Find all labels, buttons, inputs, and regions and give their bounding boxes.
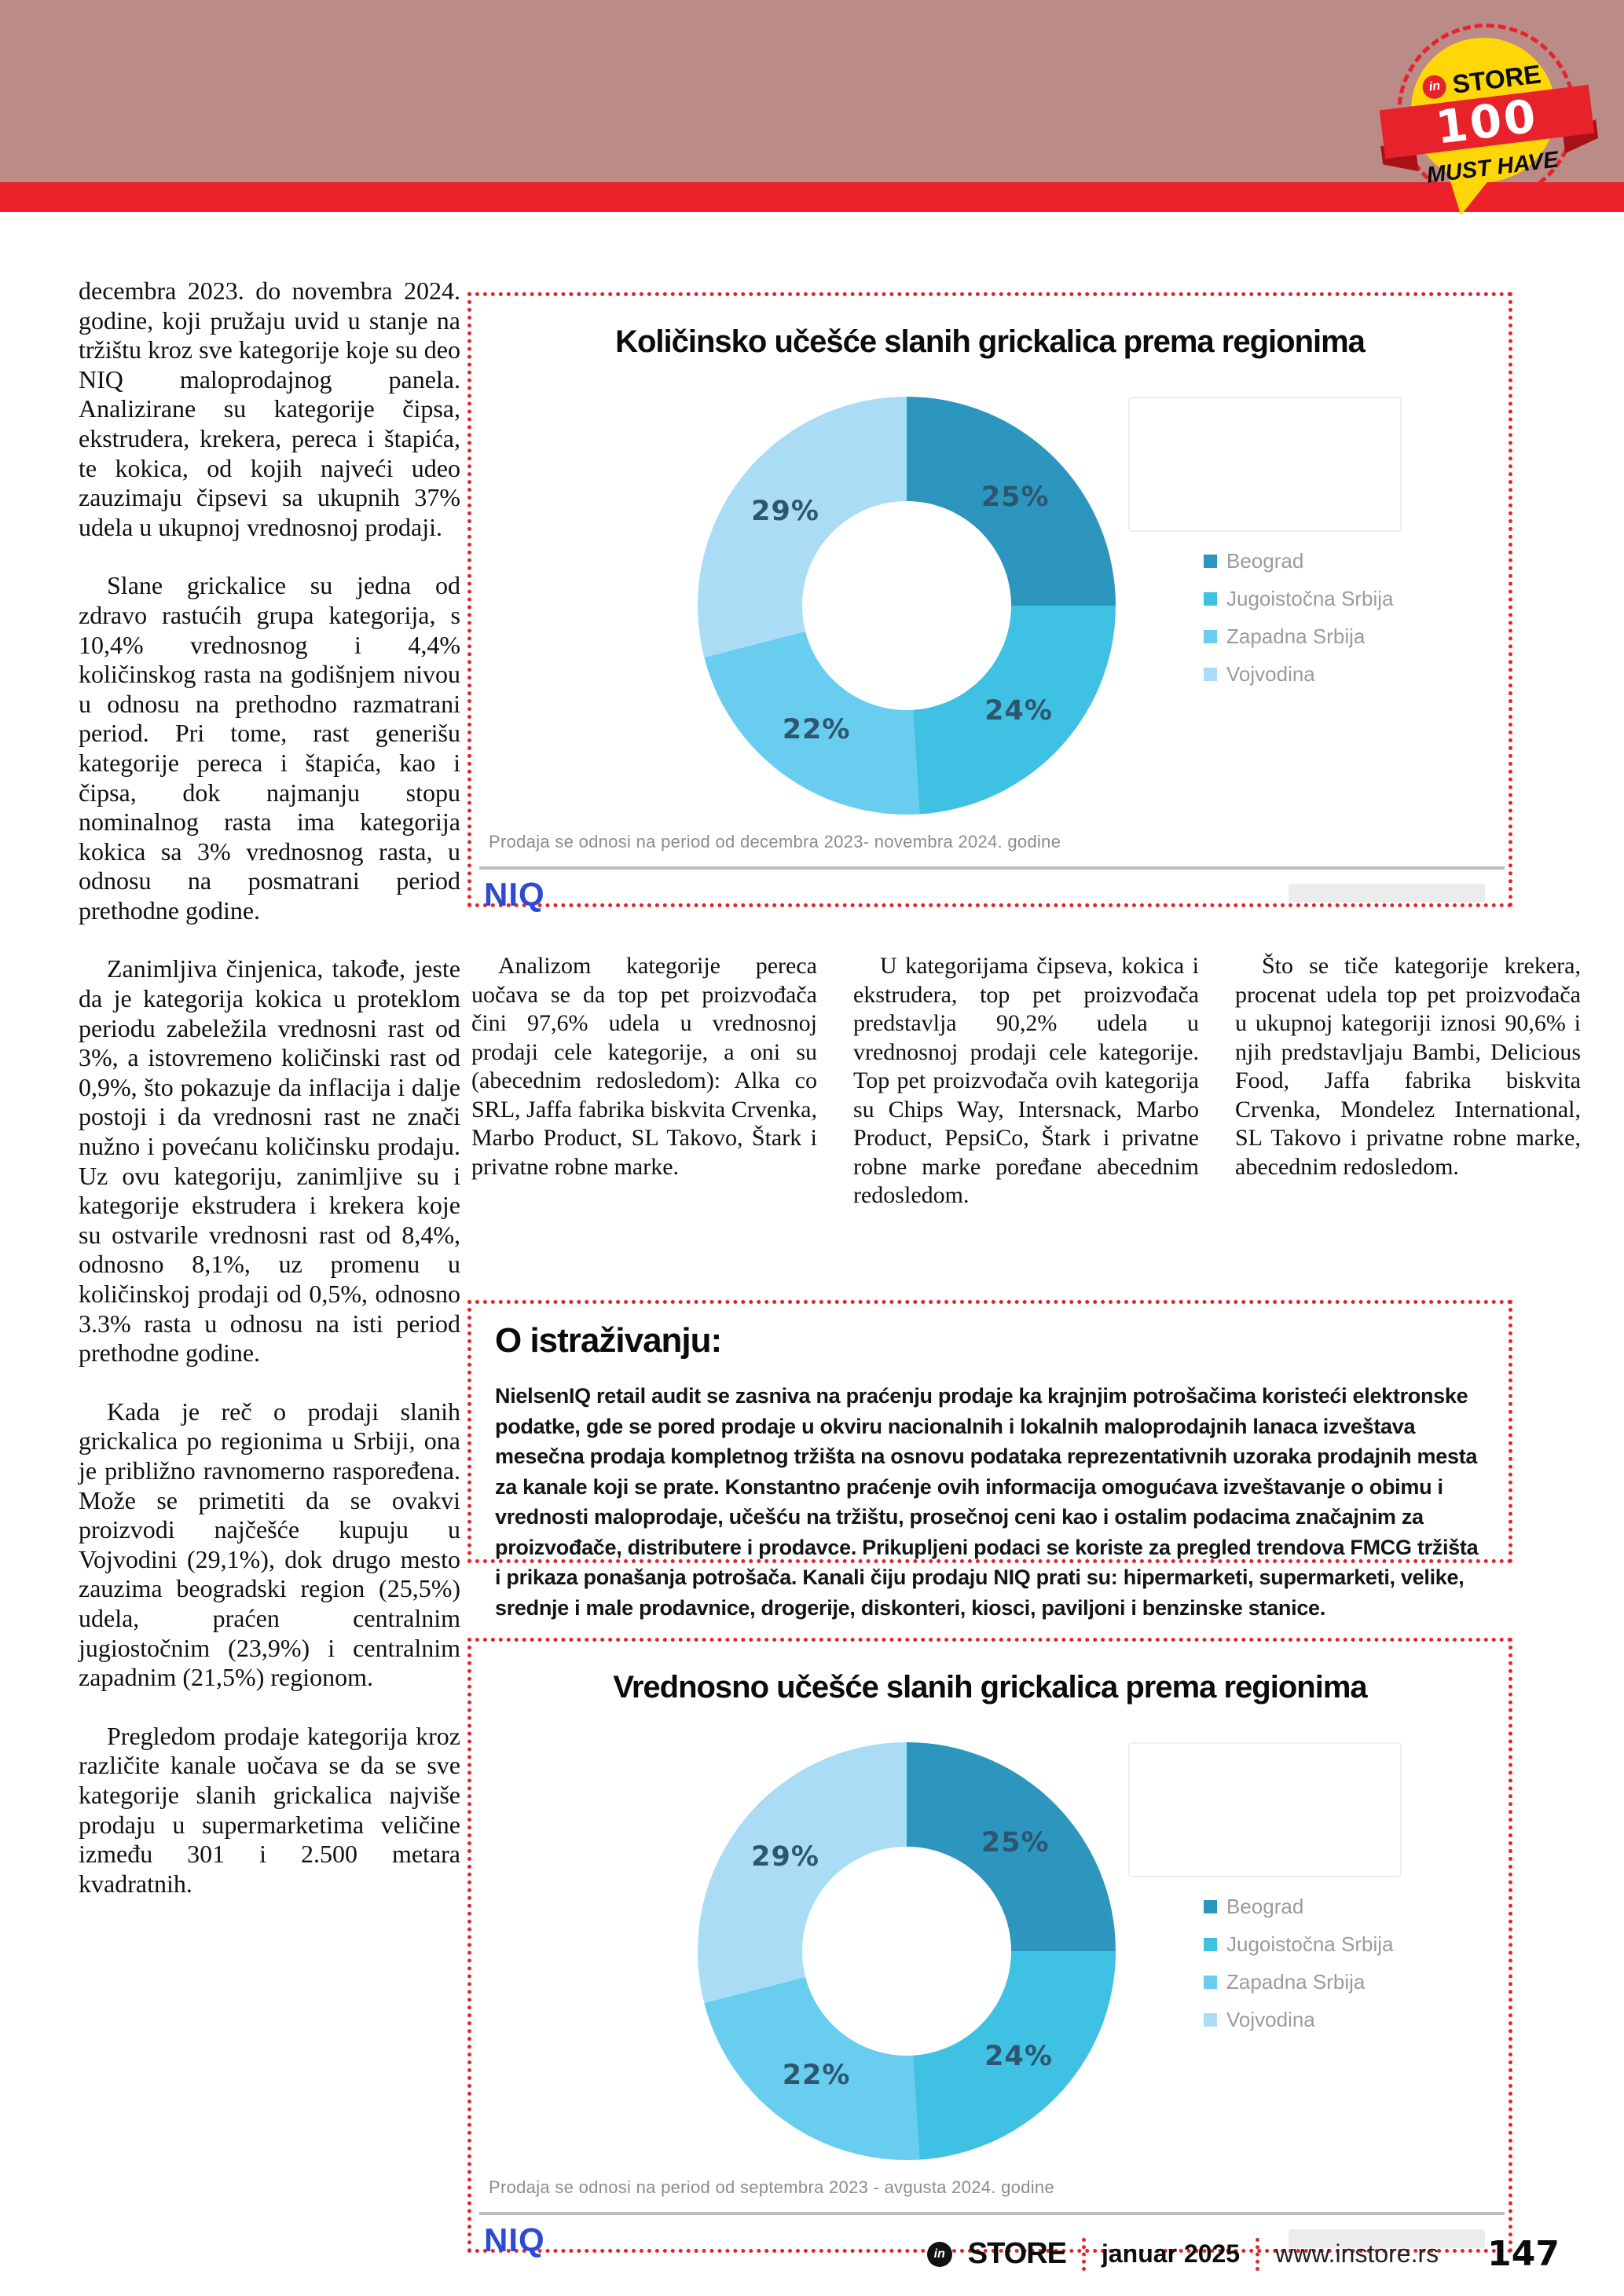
paragraph: Zanimljiva činjenica, takođe, jeste da j…: [79, 954, 460, 1368]
page-footer: in STORE januar 2025 www.instore.rs 147: [926, 2234, 1560, 2274]
page-number: 147: [1487, 2234, 1560, 2274]
slice-label: 25%: [981, 481, 1050, 513]
chart-box-value-share: Vrednosno učešće slanih grickalica prema…: [467, 1638, 1512, 2258]
paragraph: Kada je reč o prodaji slanih grickalica …: [79, 1397, 460, 1692]
donut-chart-quantity: 25% 24% 22% 29%: [698, 397, 1116, 815]
legend-swatch-beograd: [1204, 555, 1217, 568]
donut-chart-value: 25% 24% 22% 29%: [698, 1742, 1116, 2160]
legend-item: Zapadna Srbija: [1204, 624, 1393, 649]
faded-tooltip-box: [1128, 1742, 1402, 1877]
legend-swatch-zapadna-srbija: [1204, 1976, 1217, 1989]
chart-box-quantity-share: Količinsko učešće slanih grickalica prem…: [467, 292, 1512, 913]
instore-100-must-have-badge: in STORE 100 MUST HAVE: [1379, 17, 1599, 220]
top-mauve-band: [0, 0, 1624, 182]
legend-label: Vojvodina: [1226, 662, 1315, 686]
legend-item: Vojvodina: [1204, 662, 1393, 687]
footer-store-wordmark: STORE: [967, 2237, 1067, 2270]
footer-website: www.instore.rs: [1275, 2239, 1439, 2268]
footer-dotted-separator: [1256, 2237, 1260, 2271]
badge-number: 100: [1432, 89, 1542, 155]
donut-hole: [802, 1847, 1011, 2056]
footer-issue-date: januar 2025: [1101, 2239, 1241, 2268]
slice-label: 29%: [751, 1841, 819, 1873]
legend-swatch-beograd: [1204, 1900, 1217, 1913]
niq-logo: NIQ: [484, 2221, 545, 2258]
niq-logo: NIQ: [484, 876, 545, 913]
legend-swatch-zapadna-srbija: [1204, 630, 1217, 643]
slice-label: 24%: [984, 694, 1053, 727]
legend-label: Jugoistočna Srbija: [1226, 1932, 1394, 1956]
legend-item: Beograd: [1204, 1895, 1393, 1919]
legend-item: Zapadna Srbija: [1204, 1970, 1393, 1994]
in-logo-icon: in: [1421, 74, 1448, 101]
legend-swatch-vojvodina: [1204, 2013, 1217, 2027]
legend-item: Jugoistočna Srbija: [1204, 587, 1393, 611]
footer-dotted-separator: [1081, 2237, 1086, 2271]
column-pereca: Analizom kategorije pereca uočava se da …: [471, 953, 817, 1180]
slice-label: 22%: [782, 714, 851, 746]
column-krekera: Što se tiče kategorije krekera, procenat…: [1235, 953, 1581, 1180]
faded-tooltip-box: [1128, 397, 1402, 532]
in-logo-icon: in: [926, 2241, 952, 2267]
chart-period-note: Prodaja se odnosi na period od septembra…: [489, 2177, 1055, 2197]
legend-label: Zapadna Srbija: [1226, 1970, 1366, 1994]
legend-label: Beograd: [1226, 549, 1304, 573]
chart-divider-line: [479, 866, 1505, 870]
paragraph: Pregledom prodaje kategorija kroz različ…: [79, 1721, 460, 1898]
legend-label: Beograd: [1226, 1895, 1304, 1918]
chart-legend: Beograd Jugoistočna Srbija Zapadna Srbij…: [1204, 1895, 1393, 2032]
slice-label: 29%: [751, 496, 819, 528]
column-cipseva: U kategorijama čipseva, kokica i ekstrud…: [853, 953, 1199, 1208]
legend-swatch-vojvodina: [1204, 668, 1217, 681]
research-box-body: NielsenIQ retail audit se zasniva na pra…: [495, 1384, 1479, 1620]
chart-title: Vrednosno učešće slanih grickalica prema…: [613, 1670, 1367, 1705]
legend-label: Zapadna Srbija: [1226, 624, 1366, 648]
chart-title: Količinsko učešće slanih grickalica prem…: [615, 324, 1366, 359]
legend-item: Beograd: [1204, 549, 1393, 573]
chart-period-note: Prodaja se odnosi na period od decembra …: [489, 832, 1061, 851]
legend-label: Jugoistočna Srbija: [1226, 587, 1394, 610]
legend-swatch-jugoistocna-srbija: [1204, 592, 1217, 606]
middle-columns: Analizom kategorije pereca uočava se da …: [471, 952, 1581, 1210]
chart-divider-line: [479, 2212, 1505, 2215]
donut-hole: [802, 501, 1011, 710]
legend-item: Vojvodina: [1204, 2008, 1393, 2032]
slice-label: 22%: [782, 2060, 851, 2092]
top-red-stripe: [0, 182, 1624, 212]
paragraph: Slane grickalice su jedna od zdravo rast…: [79, 571, 460, 925]
legend-item: Jugoistočna Srbija: [1204, 1932, 1393, 1957]
faint-copyright-smudge: [1289, 2229, 1485, 2248]
legend-label: Vojvodina: [1226, 2008, 1315, 2031]
research-box-title: O istraživanju:: [495, 1321, 722, 1360]
chart-legend: Beograd Jugoistočna Srbija Zapadna Srbij…: [1204, 549, 1393, 687]
slice-label: 25%: [981, 1826, 1050, 1858]
research-info-box: O istraživanju: NielsenIQ retail audit s…: [467, 1300, 1512, 1620]
faint-copyright-smudge: [1289, 884, 1485, 903]
legend-swatch-jugoistocna-srbija: [1204, 1938, 1217, 1951]
paragraph: decembra 2023. do novembra 2024. godine,…: [79, 276, 460, 541]
left-text-column: decembra 2023. do novembra 2024. godine,…: [79, 276, 460, 1899]
slice-label: 24%: [984, 2040, 1053, 2072]
